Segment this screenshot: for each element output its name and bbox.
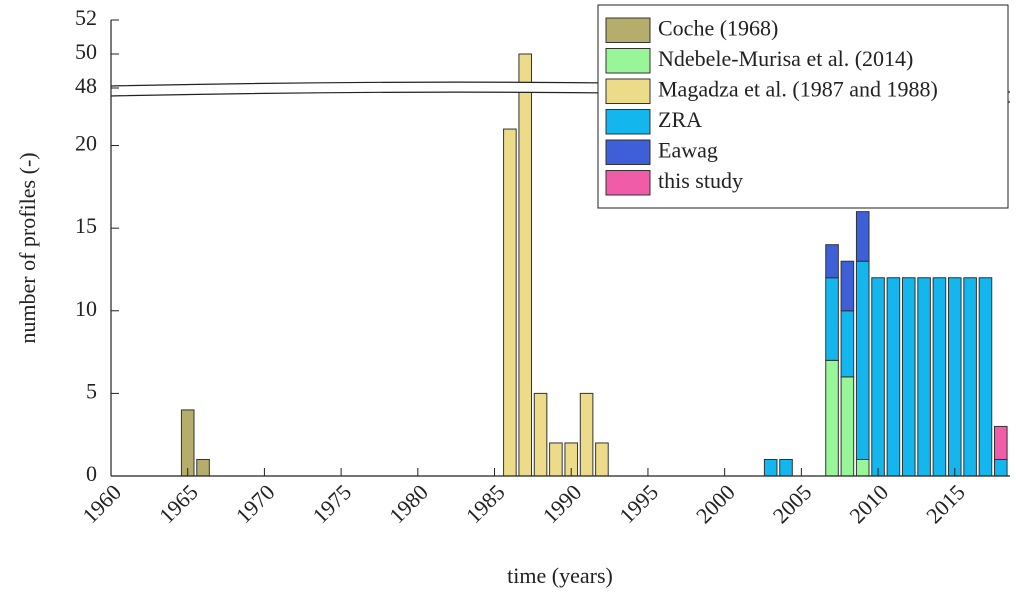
x-tick-label: 1960 — [77, 479, 126, 528]
bar — [763, 458, 778, 477]
legend-swatch — [605, 109, 651, 135]
y-tick-label: 0 — [86, 461, 97, 486]
legend-label: Eawag — [658, 137, 718, 162]
bar — [840, 310, 855, 378]
legend-swatch — [605, 78, 651, 104]
x-tick-label: 2015 — [921, 479, 970, 528]
bar — [947, 277, 962, 477]
legend-swatch — [605, 17, 651, 43]
y-axis-label: number of profiles (-) — [15, 152, 40, 343]
bar — [840, 376, 855, 477]
legend-label: Coche (1968) — [658, 15, 778, 40]
bar — [549, 442, 563, 477]
legend-swatch — [605, 139, 651, 165]
y-tick-label: 15 — [75, 213, 97, 238]
bar — [855, 458, 870, 477]
bar — [963, 277, 977, 477]
bar — [932, 277, 947, 477]
bar — [180, 409, 195, 477]
x-tick-label: 2010 — [844, 479, 893, 528]
bar — [503, 128, 517, 477]
y-tick-label: 10 — [75, 296, 97, 321]
bar — [871, 277, 885, 477]
legend-box — [597, 4, 1009, 209]
legend-swatch — [605, 48, 651, 74]
bar — [886, 277, 901, 477]
y-tick-label: 50 — [75, 39, 97, 64]
y-tick-label: 5 — [86, 378, 97, 403]
x-tick-label: 1970 — [231, 479, 280, 528]
x-tick-label: 2000 — [691, 479, 740, 528]
bar — [994, 458, 1008, 477]
bar — [917, 277, 931, 477]
x-tick-label: 1985 — [461, 479, 510, 528]
bar — [855, 260, 870, 460]
bar — [901, 277, 916, 477]
y-tick-label: 48 — [75, 73, 97, 98]
legend-swatch — [605, 170, 651, 196]
legend-label: ZRA — [658, 107, 702, 132]
legend-label: this study — [658, 168, 743, 193]
x-tick-label: 1980 — [384, 479, 433, 528]
x-tick-label: 1990 — [538, 479, 587, 528]
bar — [994, 425, 1008, 460]
bar — [579, 392, 594, 477]
bar — [825, 359, 839, 477]
legend-label: Magadza et al. (1987 and 1988) — [658, 76, 938, 101]
bar — [533, 392, 548, 477]
x-tick-label: 1975 — [307, 479, 356, 528]
x-axis-label: time (years) — [507, 563, 613, 588]
bar — [855, 211, 870, 262]
x-tick-label: 1995 — [614, 479, 663, 528]
bar — [518, 53, 533, 477]
bar — [840, 260, 855, 312]
bar — [825, 277, 839, 361]
bar — [595, 442, 609, 477]
bar — [825, 244, 839, 279]
y-tick-label: 20 — [75, 131, 97, 156]
bar — [978, 277, 993, 477]
x-tick-label: 1965 — [154, 479, 203, 528]
y-tick-label: 52 — [75, 5, 97, 30]
legend-label: Ndebele-Murisa et al. (2014) — [658, 46, 913, 71]
x-tick-label: 2005 — [768, 479, 817, 528]
bar — [779, 458, 793, 477]
bar — [196, 458, 210, 477]
